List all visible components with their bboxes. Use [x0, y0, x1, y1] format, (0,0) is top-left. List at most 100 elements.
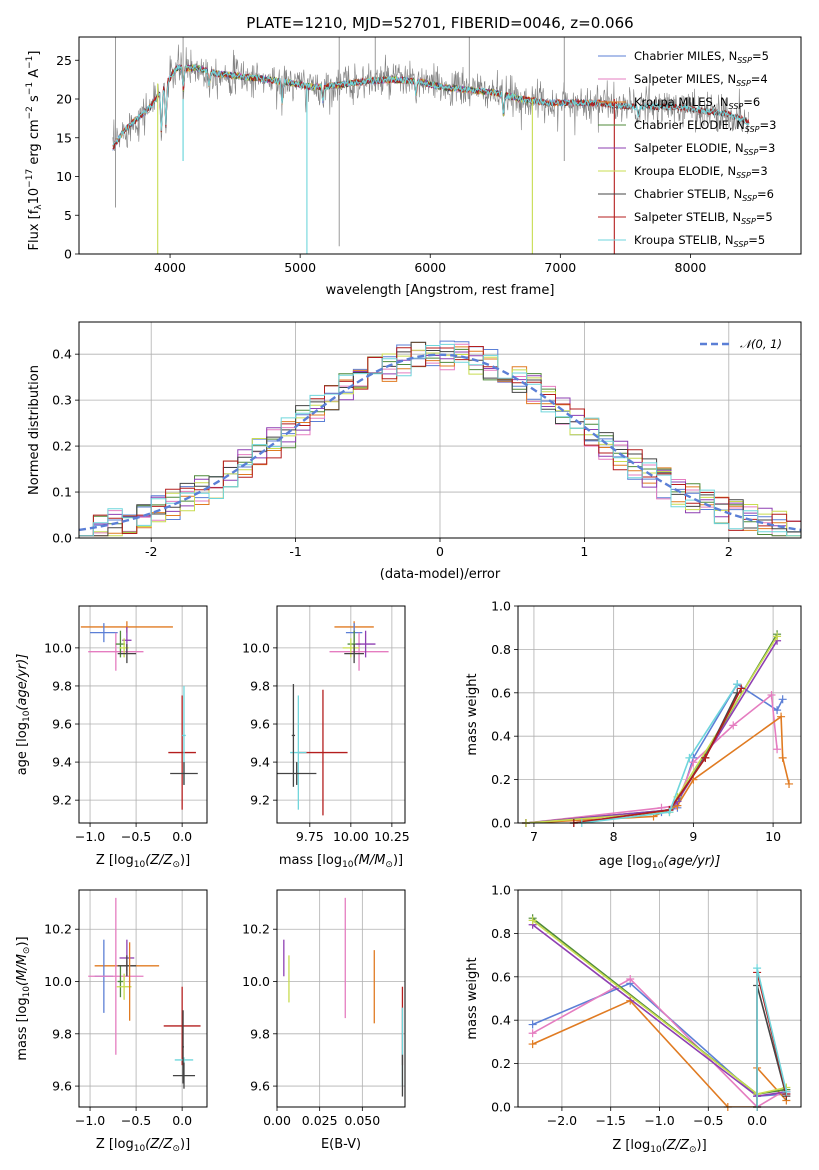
series-line	[525, 693, 778, 823]
y-axis-title-part: Flux [f	[27, 209, 42, 250]
x-tick-label: −0.5	[121, 829, 151, 844]
chart-title: PLATE=1210, MJD=52701, FIBERID=0046, z=0…	[246, 14, 633, 32]
legend-label-sub: SSP	[736, 79, 751, 88]
x-axis-title-sub: 10	[134, 860, 146, 870]
y-tick-label: 20	[56, 92, 72, 107]
series-marker	[689, 758, 698, 767]
x-axis-title: E(B-V)	[321, 1137, 361, 1152]
y-tick-label: 10.0	[44, 640, 72, 655]
y-tick-label: 9.8	[250, 678, 270, 693]
x-tick-label: 9.75	[296, 829, 324, 844]
x-tick-label: -2	[145, 544, 157, 559]
legend-label: Kroupa STELIB, NSSP=5	[634, 233, 765, 249]
age-vs-mass-panel: 9.75 10.00 10.25 9.2 9.4 9.6 9.8 10.0 mass [log1…	[242, 605, 410, 870]
series-line	[525, 682, 784, 823]
y-tick-label: 0.6	[491, 969, 511, 984]
series-line	[525, 715, 790, 823]
series-marker	[528, 916, 537, 925]
x-axis-title-sub: ⊙	[385, 860, 393, 870]
legend-label-sub: SSP	[744, 148, 759, 157]
series-line	[532, 978, 787, 1107]
y-axis-title-part: 10	[27, 188, 42, 205]
y-axis-title-sub: 10	[22, 986, 32, 998]
series-marker	[767, 690, 776, 699]
x-axis-title-sub: 10	[342, 860, 354, 870]
y-axis-title: mass weight	[465, 957, 480, 1039]
y-axis-title: Flux [fλ10−17 erg cm−2 s−1 A−1]	[25, 51, 44, 251]
y-tick-label: 1.0	[491, 599, 511, 614]
axes-frame	[517, 889, 802, 1108]
x-tick-label: 9	[689, 829, 697, 844]
legend-label: Chabrier MILES, NSSP=5	[634, 49, 769, 65]
y-tick-label: 9.6	[52, 1079, 72, 1094]
x-tick-label: 10	[765, 829, 781, 844]
y-axis-title-part: )]	[15, 936, 30, 946]
x-axis-title: age [log10(age/yr)]	[599, 854, 721, 871]
x-tick-label: −1.0	[75, 1113, 105, 1128]
y-axis-title: age [log10(age/yr)]	[15, 654, 32, 776]
x-axis-title-part: age [log	[599, 854, 652, 869]
x-axis-title-part: (M/M	[354, 853, 386, 868]
series-marker	[665, 808, 674, 817]
y-tick-label: 9.8	[52, 1026, 72, 1041]
x-axis-title-part: )]	[393, 853, 403, 868]
legend-label-part: Chabrier MILES, N	[634, 49, 737, 63]
spectrum-panel: 4000 5000 6000 7000 8000 0 5 10 15 20 25 PLATE=1210…	[25, 14, 802, 298]
y-tick-label: 0.2	[52, 439, 72, 454]
y-tick-label: 0.2	[491, 772, 511, 787]
x-tick-label: 6000	[414, 260, 446, 275]
legend-label: Kroupa ELODIE, NSSP=3	[634, 164, 768, 180]
y-tick-label: 9.8	[250, 1026, 270, 1041]
y-tick-label: 9.2	[52, 793, 72, 808]
model-spectrum-line	[112, 63, 750, 146]
x-tick-label: 0.0	[172, 829, 192, 844]
y-tick-label: 0.0	[491, 816, 511, 831]
x-axis-title-sub: ⊙	[689, 1145, 697, 1155]
x-tick-label: 7	[530, 829, 538, 844]
legend-label-sub: SSP	[741, 217, 756, 226]
y-axis-title-part: (M/M	[15, 954, 30, 986]
legend-label-part: Salpeter ELODIE, N	[634, 141, 744, 155]
legend-label-part: Salpeter MILES, N	[634, 72, 736, 86]
y-axis-title-exp: −17	[25, 169, 35, 188]
x-tick-label: 5000	[284, 260, 316, 275]
series-line	[525, 633, 778, 823]
axes-frame	[78, 605, 208, 824]
series-marker	[528, 1040, 537, 1049]
series-marker	[778, 695, 787, 704]
x-axis-title: Z [log10(Z/Z⊙)]	[612, 1138, 706, 1155]
y-axis-title: mass [log10(M/M⊙)]	[15, 936, 32, 1060]
x-tick-label: −0.5	[693, 1113, 723, 1128]
legend-label: Chabrier ELODIE, NSSP=3	[634, 118, 776, 134]
mass-vs-ebv-panel: 0.00 0.025 0.050 9.6 9.8 10.0 10.2 E(B-V)	[242, 889, 406, 1152]
y-tick-label: 0.0	[491, 1100, 511, 1115]
y-tick-label: 5	[64, 208, 72, 223]
y-tick-label: 0.1	[52, 485, 72, 500]
x-tick-label: 0.050	[344, 1113, 380, 1128]
y-axis-title: Normed distribution	[27, 365, 42, 495]
legend-label-part: =5	[756, 210, 773, 224]
y-axis-title-part: ]	[27, 51, 42, 56]
x-tick-label: 0.025	[302, 1113, 338, 1128]
y-tick-label: 0.0	[52, 531, 72, 546]
age-vs-metallicity-panel: −1.0 −0.5 0.09.29.49.69.810.0Z [log10(Z/Z⊙…	[15, 605, 208, 870]
x-axis-title-part: (Z/Z	[145, 1137, 173, 1152]
y-axis-title-exp: −2	[25, 106, 35, 119]
legend-label-sub: SSP	[734, 240, 749, 249]
x-axis-title-sub: ⊙	[172, 860, 180, 870]
y-axis-title-exp: −1	[25, 56, 35, 69]
series-line	[525, 640, 778, 823]
legend-label: Salpeter STELIB, NSSP=5	[634, 210, 773, 226]
x-axis-title: Z [log10(Z/Z⊙)]	[96, 1137, 190, 1154]
x-tick-label: 0	[436, 544, 444, 559]
x-tick-label: −1.5	[596, 1113, 626, 1128]
legend-label-part: Chabrier ELODIE, N	[634, 118, 745, 132]
x-axis-title-sub: 10	[134, 1144, 146, 1154]
y-tick-label: 10.0	[242, 640, 270, 655]
y-tick-label: 9.4	[250, 755, 270, 770]
y-tick-label: 9.2	[250, 793, 270, 808]
mass-vs-metallicity-panel: −1.0 −0.5 0.09.69.810.010.2Z [log10(Z/Z⊙)]…	[15, 889, 208, 1154]
x-axis-title-part: mass [log	[279, 853, 342, 868]
series-marker	[778, 753, 787, 762]
